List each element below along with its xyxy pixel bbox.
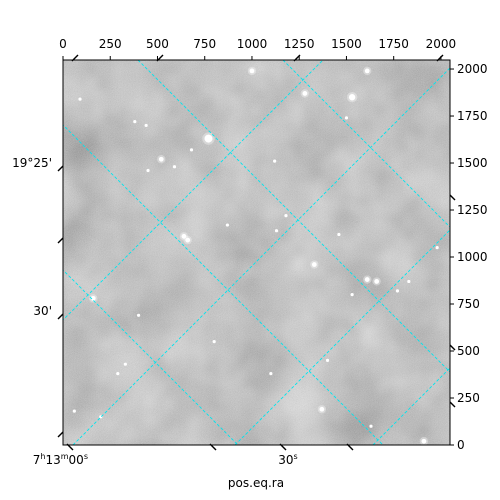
star	[172, 165, 177, 169]
star	[90, 295, 96, 301]
ra-tick-mark	[71, 54, 79, 62]
star	[435, 246, 439, 250]
dec-tick-mark	[57, 237, 64, 244]
star	[344, 116, 349, 120]
star	[189, 148, 194, 152]
star	[284, 214, 288, 218]
star	[350, 293, 354, 297]
dec-tick-marks	[57, 165, 456, 438]
y-tick-label: 250	[457, 391, 480, 405]
ra-grid-line	[234, 229, 450, 445]
star	[374, 279, 380, 284]
star	[407, 279, 411, 284]
ra-grid-line	[372, 367, 450, 445]
dec-tick-mark	[57, 165, 64, 172]
ra-tick-mark	[156, 54, 164, 62]
star	[123, 362, 127, 366]
star	[364, 277, 370, 282]
y-tick-label: 750	[457, 297, 480, 311]
star	[274, 229, 279, 233]
dec-grid-line	[137, 60, 450, 373]
star	[144, 123, 148, 128]
star	[311, 262, 317, 267]
dec-grid-line	[63, 269, 239, 445]
y-tick-label: 500	[457, 344, 480, 358]
ra-tick-label: 30s	[278, 452, 297, 467]
x-axis-label: pos.eq.ra	[228, 476, 284, 490]
dec-tick-mark	[57, 313, 64, 320]
star	[325, 358, 330, 363]
dec-tick-mark	[449, 401, 456, 408]
star	[319, 406, 325, 412]
star	[181, 233, 187, 239]
y-tick-label: 0	[457, 438, 465, 452]
dec-tick-mark	[449, 194, 456, 201]
star	[146, 168, 150, 173]
star	[72, 409, 76, 413]
dec-grid-line	[63, 124, 384, 445]
ra-grid-line	[63, 60, 324, 321]
star	[337, 232, 341, 237]
y-tick-label: 1750	[457, 109, 488, 123]
y-tick-label: 1250	[457, 203, 488, 217]
y-tick-label: 1500	[457, 156, 488, 170]
x-tick-label: 1750	[378, 37, 409, 51]
x-tick-label: 1250	[284, 37, 315, 51]
pixel-x-axis: 0 250 500 750 1000 1250 1500 1750 2000	[59, 37, 456, 60]
dec-grid-line	[282, 60, 450, 228]
x-tick-label: 250	[99, 37, 122, 51]
ra-tick-mark	[279, 443, 287, 451]
ra-tick-marks	[66, 54, 444, 451]
dec-tick-mark	[449, 344, 456, 351]
ra-tick-mark	[209, 443, 217, 451]
star	[185, 237, 191, 243]
ra-tick-mark	[293, 54, 301, 62]
ra-tick-mark	[346, 443, 354, 451]
dec-tick-label: 30'	[33, 304, 52, 318]
star	[225, 223, 229, 227]
star	[212, 340, 216, 344]
x-tick-label: 750	[193, 37, 216, 51]
star-field	[72, 66, 439, 445]
star	[158, 156, 164, 162]
star	[273, 159, 277, 163]
star	[136, 313, 141, 317]
y-tick-label: 1000	[457, 250, 488, 264]
dec-tick-mark	[57, 431, 64, 438]
ra-tick-mark	[436, 54, 444, 62]
ra-grid-line	[72, 67, 450, 445]
star	[364, 68, 370, 74]
plot-frame	[62, 59, 451, 446]
y-tick-label: 2000	[457, 62, 488, 76]
star	[421, 438, 427, 444]
pixel-y-axis: 0 250 500 750 1000 1250 1500 1750 2000	[450, 62, 488, 452]
dec-tick-label: 19°25'	[12, 156, 52, 170]
star	[348, 94, 356, 101]
star	[78, 97, 82, 101]
sky-image	[63, 60, 450, 445]
x-tick-label: 1000	[237, 37, 268, 51]
star	[369, 424, 373, 428]
ra-axis: 7h13m00s 30s pos.eq.ra	[33, 54, 444, 490]
star	[395, 289, 400, 293]
x-tick-label: 2000	[426, 37, 457, 51]
x-tick-label: 0	[59, 37, 67, 51]
star	[269, 371, 273, 376]
star	[204, 134, 213, 143]
x-tick-label: 500	[146, 37, 169, 51]
star	[302, 91, 308, 96]
dec-axis: 19°25' 30'	[12, 156, 456, 438]
ra-tick-label: 7h13m00s	[33, 452, 88, 467]
star	[116, 371, 120, 376]
star	[133, 120, 137, 124]
star	[249, 68, 255, 74]
ra-tick-mark	[66, 443, 74, 451]
x-tick-label: 1500	[331, 37, 362, 51]
